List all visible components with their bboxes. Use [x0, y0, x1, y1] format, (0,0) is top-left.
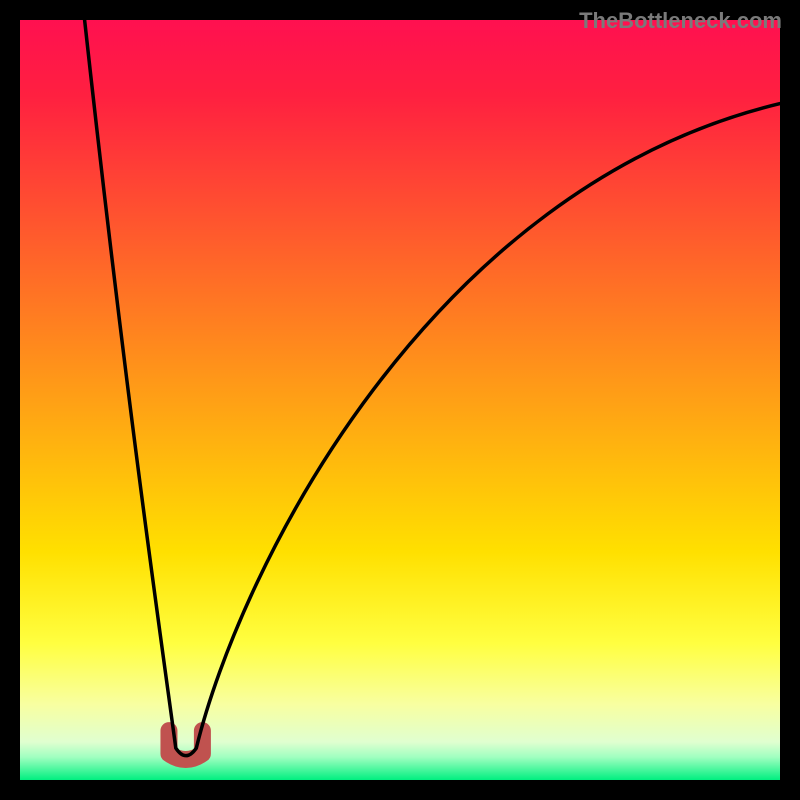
chart-container: TheBottleneck.com — [0, 0, 800, 800]
plot-background — [20, 20, 780, 780]
chart-svg — [0, 0, 800, 800]
